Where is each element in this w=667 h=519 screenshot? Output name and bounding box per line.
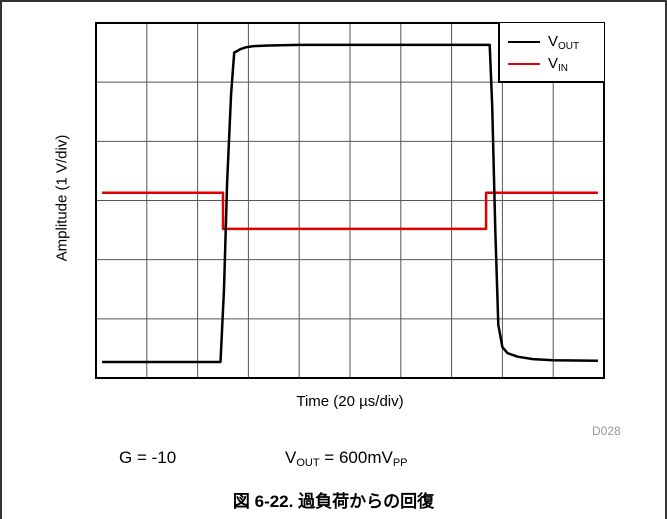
x-axis-label: Time (20 µs/div) [296, 393, 404, 410]
series-line-vin [102, 191, 598, 231]
plot-area-border [95, 22, 605, 379]
legend-swatch-vin [508, 63, 540, 65]
legend-item-vin: VIN [508, 54, 569, 74]
gain-condition: G = -10 [119, 448, 177, 467]
legend-label-vin: VIN [548, 54, 569, 74]
chart-grid [96, 23, 604, 378]
series-line-vout [102, 43, 598, 364]
chart-legend: VOUT VIN [498, 23, 604, 83]
figure-id: D028 [592, 424, 621, 438]
vout-condition: VOUT = 600mVPP [285, 448, 408, 469]
legend-item-vout: VOUT [508, 32, 580, 52]
legend-swatch-vout [508, 41, 540, 43]
legend-label-vout: VOUT [548, 32, 580, 52]
chart-series [102, 43, 598, 364]
figure-caption: 図 6-22. 過負荷からの回復 [232, 492, 435, 511]
